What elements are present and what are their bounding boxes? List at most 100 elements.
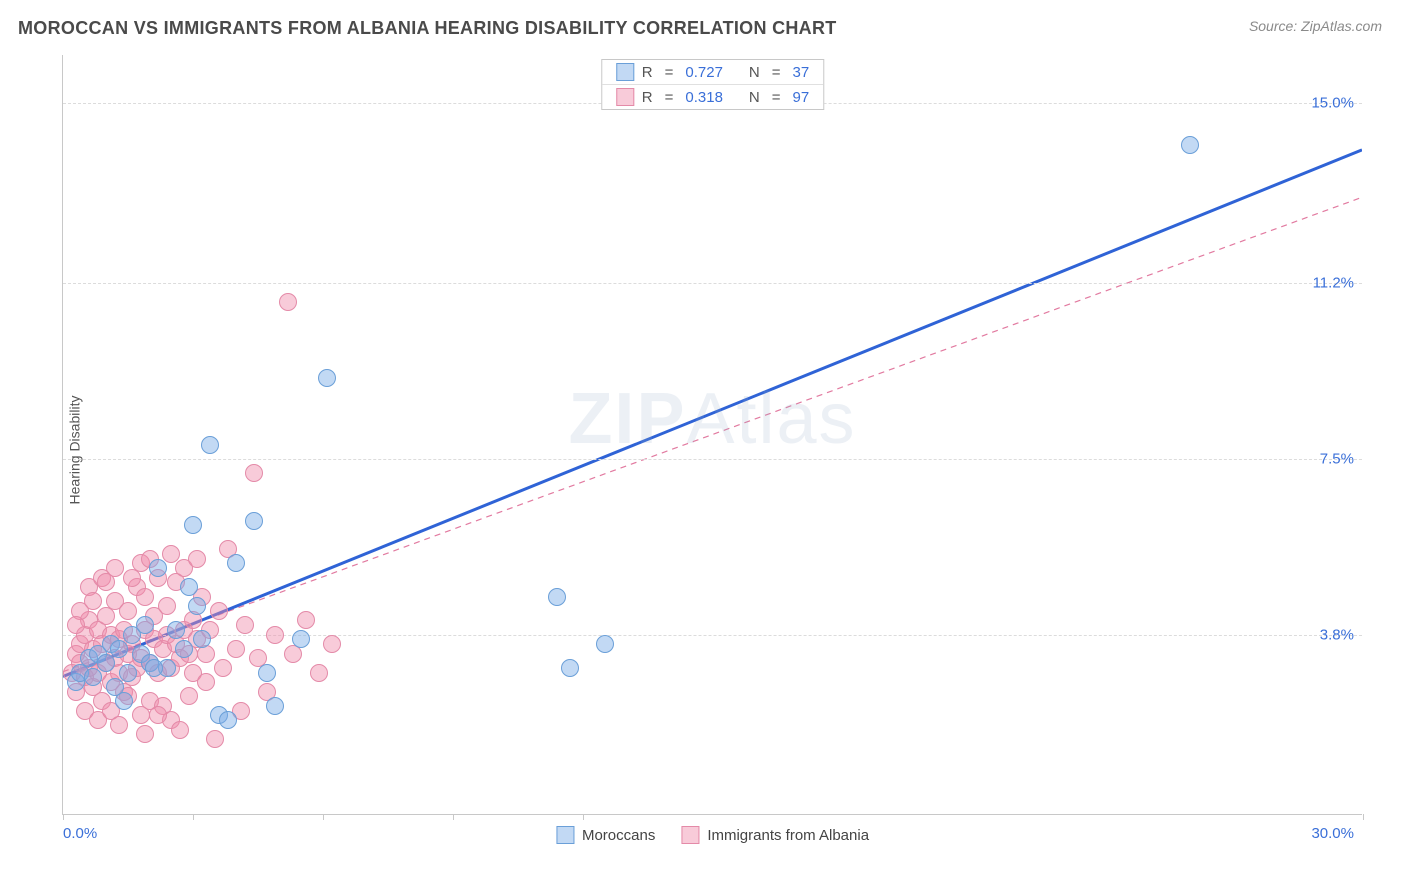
scatter-point-moroccans	[110, 640, 128, 658]
scatter-point-moroccans	[596, 635, 614, 653]
source-credit: Source: ZipAtlas.com	[1249, 18, 1382, 34]
scatter-point-moroccans	[258, 664, 276, 682]
scatter-point-moroccans	[136, 616, 154, 634]
r-value-albania: 0.318	[685, 89, 723, 106]
scatter-point-moroccans	[97, 654, 115, 672]
n-value-moroccans: 37	[793, 64, 810, 81]
scatter-point-immigrants_albania	[279, 293, 297, 311]
x-tick	[323, 814, 324, 820]
scatter-point-immigrants_albania	[227, 640, 245, 658]
x-tick	[1363, 814, 1364, 820]
y-tick-label: 7.5%	[1320, 450, 1354, 467]
scatter-point-immigrants_albania	[197, 673, 215, 691]
scatter-point-immigrants_albania	[206, 730, 224, 748]
scatter-point-moroccans	[119, 664, 137, 682]
scatter-point-moroccans	[561, 659, 579, 677]
scatter-point-moroccans	[167, 621, 185, 639]
legend-swatch-moroccans	[616, 63, 634, 81]
scatter-point-immigrants_albania	[136, 725, 154, 743]
swatch-albania	[681, 826, 699, 844]
header: MOROCCAN VS IMMIGRANTS FROM ALBANIA HEAR…	[0, 0, 1406, 47]
eq-sign: =	[665, 89, 674, 106]
scatter-point-moroccans	[115, 692, 133, 710]
legend-row-moroccans: R = 0.727 N = 37	[602, 60, 823, 85]
plot-area: ZIPAtlas R = 0.727 N = 37 R = 0.318 N = …	[62, 55, 1362, 815]
trend-line-moroccans	[63, 150, 1362, 677]
trend-lines-svg	[63, 55, 1362, 814]
scatter-point-moroccans	[145, 659, 163, 677]
scatter-point-moroccans	[149, 559, 167, 577]
series-legend: Moroccans Immigrants from Albania	[556, 826, 869, 844]
scatter-point-immigrants_albania	[266, 626, 284, 644]
y-tick-label: 11.2%	[1313, 275, 1354, 292]
scatter-point-immigrants_albania	[149, 706, 167, 724]
x-tick	[453, 814, 454, 820]
scatter-point-immigrants_albania	[110, 716, 128, 734]
scatter-point-immigrants_albania	[171, 721, 189, 739]
watermark-text-a: ZIP	[568, 379, 686, 459]
scatter-point-moroccans	[84, 668, 102, 686]
scatter-point-moroccans	[1181, 136, 1199, 154]
scatter-point-moroccans	[201, 436, 219, 454]
x-tick	[193, 814, 194, 820]
n-label: N	[749, 64, 760, 81]
scatter-point-moroccans	[266, 697, 284, 715]
scatter-point-immigrants_albania	[323, 635, 341, 653]
y-tick-label: 3.8%	[1320, 626, 1354, 643]
scatter-point-moroccans	[219, 711, 237, 729]
x-tick	[583, 814, 584, 820]
scatter-point-immigrants_albania	[97, 573, 115, 591]
scatter-point-immigrants_albania	[84, 592, 102, 610]
eq-sign: =	[665, 64, 674, 81]
y-tick-label: 15.0%	[1311, 94, 1354, 111]
scatter-point-immigrants_albania	[214, 659, 232, 677]
scatter-point-immigrants_albania	[310, 664, 328, 682]
watermark-text-b: Atlas	[686, 379, 856, 459]
legend-label-moroccans: Moroccans	[582, 827, 655, 844]
correlation-legend: R = 0.727 N = 37 R = 0.318 N = 97	[601, 59, 824, 110]
scatter-point-moroccans	[245, 512, 263, 530]
scatter-point-immigrants_albania	[119, 602, 137, 620]
scatter-point-immigrants_albania	[297, 611, 315, 629]
eq-sign: =	[772, 89, 781, 106]
r-label: R	[642, 89, 653, 106]
scatter-point-moroccans	[193, 630, 211, 648]
trend-line-immigrants_albania	[63, 197, 1362, 671]
x-axis-max-label: 30.0%	[1311, 825, 1354, 842]
scatter-point-immigrants_albania	[136, 588, 154, 606]
scatter-point-moroccans	[184, 516, 202, 534]
legend-item-albania: Immigrants from Albania	[681, 826, 869, 844]
scatter-point-immigrants_albania	[162, 545, 180, 563]
chart-title: MOROCCAN VS IMMIGRANTS FROM ALBANIA HEAR…	[18, 18, 837, 39]
scatter-point-immigrants_albania	[67, 616, 85, 634]
scatter-point-immigrants_albania	[236, 616, 254, 634]
r-label: R	[642, 64, 653, 81]
n-value-albania: 97	[793, 89, 810, 106]
swatch-moroccans	[556, 826, 574, 844]
scatter-point-immigrants_albania	[245, 464, 263, 482]
legend-item-moroccans: Moroccans	[556, 826, 655, 844]
scatter-point-immigrants_albania	[180, 687, 198, 705]
scatter-point-moroccans	[318, 369, 336, 387]
scatter-point-immigrants_albania	[188, 550, 206, 568]
chart-container: Hearing Disability ZIPAtlas R = 0.727 N …	[48, 55, 1388, 845]
scatter-point-moroccans	[292, 630, 310, 648]
scatter-point-moroccans	[188, 597, 206, 615]
scatter-point-moroccans	[548, 588, 566, 606]
n-label: N	[749, 89, 760, 106]
scatter-point-immigrants_albania	[158, 597, 176, 615]
legend-swatch-albania	[616, 88, 634, 106]
eq-sign: =	[772, 64, 781, 81]
scatter-point-moroccans	[175, 640, 193, 658]
gridline	[63, 283, 1362, 284]
scatter-point-immigrants_albania	[210, 602, 228, 620]
r-value-moroccans: 0.727	[685, 64, 723, 81]
gridline	[63, 459, 1362, 460]
legend-row-albania: R = 0.318 N = 97	[602, 85, 823, 109]
scatter-point-moroccans	[180, 578, 198, 596]
watermark: ZIPAtlas	[568, 378, 856, 460]
scatter-point-moroccans	[227, 554, 245, 572]
x-tick	[63, 814, 64, 820]
legend-label-albania: Immigrants from Albania	[707, 827, 869, 844]
gridline	[63, 635, 1362, 636]
